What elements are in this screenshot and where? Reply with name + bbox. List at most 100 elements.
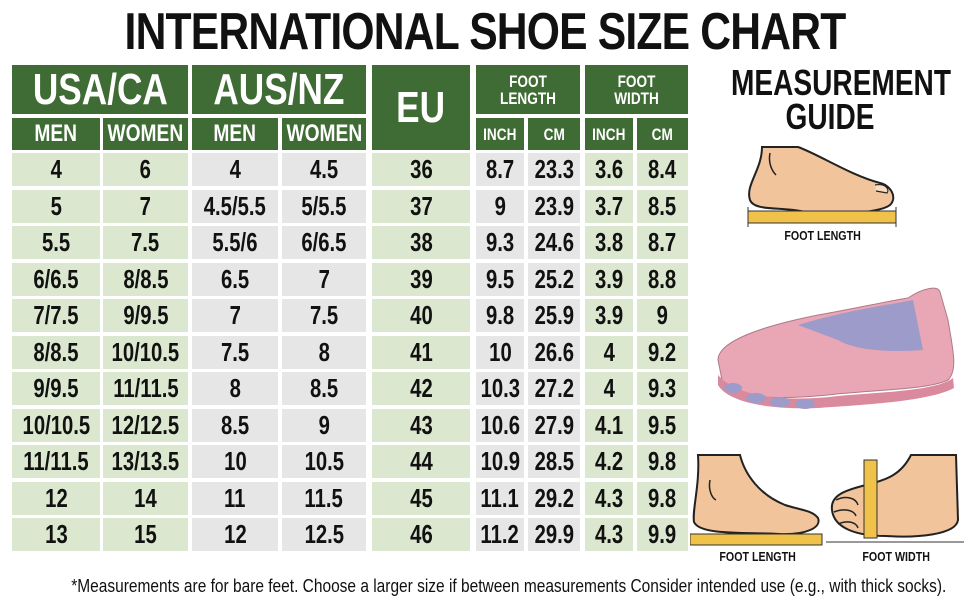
table-cell: 23.3 <box>528 153 580 186</box>
table-cell: 10 <box>192 445 278 478</box>
shoe-image <box>717 287 955 409</box>
table-cell: 7.5 <box>282 299 366 332</box>
table-cell: 5.5/6 <box>192 226 278 259</box>
table-cell: 6.5 <box>192 262 278 296</box>
table-cell: 11.5 <box>282 481 366 515</box>
table-cell: 6/6.5 <box>282 226 366 259</box>
table-cell: 6/6.5 <box>12 262 100 296</box>
subheader: MEN <box>12 118 100 150</box>
table-cell: 9.8 <box>637 481 688 515</box>
table-cell: 5.5 <box>12 226 100 259</box>
table-cell: 11/11.5 <box>12 445 100 478</box>
table-cell: 5 <box>12 189 100 223</box>
table-cell: 12 <box>192 518 278 551</box>
table-cell: 42 <box>372 372 470 405</box>
table-cell: 43 <box>372 408 470 442</box>
table-cell: 10/10.5 <box>12 408 100 442</box>
group-header: USA/CA <box>12 65 188 114</box>
table-cell: 10.3 <box>476 372 524 405</box>
table-cell: 25.9 <box>528 299 580 332</box>
table-cell: 4 <box>585 335 633 369</box>
table-cell: 8.4 <box>637 153 688 186</box>
table-cell: 4 <box>192 153 278 186</box>
table-cell: 9 <box>282 408 366 442</box>
table-cell: 10 <box>476 335 524 369</box>
subheader: CM <box>637 118 688 150</box>
table-cell: 10.6 <box>476 408 524 442</box>
table-cell: 10.9 <box>476 445 524 478</box>
table-cell: 4.1 <box>585 408 633 442</box>
table-cell: 9.3 <box>476 226 524 259</box>
foot-width-illustration <box>826 454 964 543</box>
table-cell: 44 <box>372 445 470 478</box>
table-cell: 8.7 <box>637 226 688 259</box>
table-cell: 12.5 <box>282 518 366 551</box>
table-cell: 36 <box>372 153 470 186</box>
table-cell: 13 <box>12 518 100 551</box>
table-cell: 7/7.5 <box>12 299 100 332</box>
group-header: FOOT WIDTH <box>585 65 688 114</box>
table-cell: 13/13.5 <box>103 445 188 478</box>
page-title: INTERNATIONAL SHOE SIZE CHART <box>124 3 847 61</box>
table-cell: 9.8 <box>476 299 524 332</box>
foot-length-label-top: FOOT LENGTH <box>784 228 861 243</box>
table-cell: 9.2 <box>637 335 688 369</box>
guide-title-line2: GUIDE <box>785 96 875 138</box>
table-cell: 4.5/5.5 <box>192 189 278 223</box>
table-cell: 12/12.5 <box>103 408 188 442</box>
group-header: EU <box>372 65 470 150</box>
footnote: *Measurements are for bare feet. Choose … <box>71 576 947 596</box>
subheader: INCH <box>476 118 524 150</box>
foot-width-label: FOOT WIDTH <box>862 549 930 564</box>
table-cell: 8.5 <box>637 189 688 223</box>
table-cell: 26.6 <box>528 335 580 369</box>
table-cell: 15 <box>103 518 188 551</box>
table-cell: 9.5 <box>637 408 688 442</box>
guide-title-line1: MEASUREMENT <box>731 62 951 103</box>
table-cell: 4 <box>12 153 100 186</box>
table-cell: 8.7 <box>476 153 524 186</box>
table-cell: 23.9 <box>528 189 580 223</box>
subheader: CM <box>528 118 580 150</box>
foot-length-label-bottom: FOOT LENGTH <box>719 549 796 564</box>
group-header: FOOT LENGTH <box>476 65 580 114</box>
table-cell: 9/9.5 <box>12 372 100 405</box>
subheader: WOMEN <box>103 118 188 150</box>
table-cell: 8/8.5 <box>103 262 188 296</box>
table-cell: 5/5.5 <box>282 189 366 223</box>
foot-length-illustration-bottom <box>690 454 823 546</box>
table-cell: 10/10.5 <box>103 335 188 369</box>
table-cell: 28.5 <box>528 445 580 478</box>
table-cell: 9/9.5 <box>103 299 188 332</box>
table-cell: 9 <box>476 189 524 223</box>
table-cell: 7.5 <box>192 335 278 369</box>
table-cell: 9.5 <box>476 262 524 296</box>
table-cell: 3.8 <box>585 226 633 259</box>
table-cell: 29.2 <box>528 481 580 515</box>
subheader: MEN <box>192 118 278 150</box>
table-cell: 14 <box>103 481 188 515</box>
table-cell: 4.5 <box>282 153 366 186</box>
table-cell: 8 <box>192 372 278 405</box>
table-cell: 6 <box>103 153 188 186</box>
table-cell: 37 <box>372 189 470 223</box>
table-cell: 4.3 <box>585 518 633 551</box>
table-cell: 7 <box>282 262 366 296</box>
table-cell: 9 <box>637 299 688 332</box>
table-cell: 27.2 <box>528 372 580 405</box>
table-cell: 24.6 <box>528 226 580 259</box>
table-cell: 7 <box>103 189 188 223</box>
table-cell: 27.9 <box>528 408 580 442</box>
table-cell: 3.7 <box>585 189 633 223</box>
table-cell: 9.3 <box>637 372 688 405</box>
table-cell: 4.2 <box>585 445 633 478</box>
guide-title: MEASUREMENT GUIDE <box>700 62 960 138</box>
table-cell: 8.8 <box>637 262 688 296</box>
subheader: WOMEN <box>282 118 366 150</box>
table-cell: 11 <box>192 481 278 515</box>
table-cell: 8.5 <box>282 372 366 405</box>
table-cell: 8/8.5 <box>12 335 100 369</box>
table-cell: 10.5 <box>282 445 366 478</box>
table-cell: 3.9 <box>585 299 633 332</box>
table-cell: 11.1 <box>476 481 524 515</box>
